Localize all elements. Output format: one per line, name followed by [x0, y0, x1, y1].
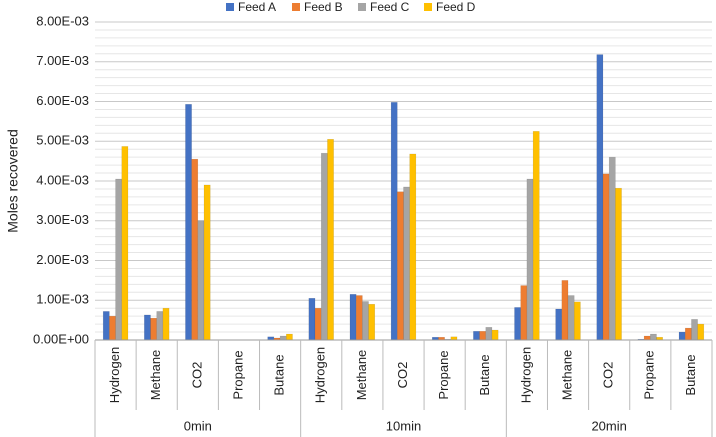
x-tick-label: Butane [272, 354, 287, 395]
bar [561, 280, 569, 341]
bar [514, 307, 521, 341]
bar [390, 102, 398, 341]
bar [203, 184, 211, 341]
bar [156, 311, 164, 341]
y-tick-label: 1.00E-03 [36, 292, 89, 307]
group-label: 0min [184, 418, 212, 433]
bar [684, 327, 692, 341]
bar [479, 331, 487, 341]
bar [279, 335, 287, 341]
x-tick-label: CO2 [395, 362, 410, 389]
bar [185, 104, 192, 341]
x-tick-label: Methane [559, 350, 574, 401]
y-axis-label: Moles recovered [5, 129, 21, 233]
x-tick-label: Propane [230, 350, 245, 399]
y-tick-label: 2.00E-03 [36, 252, 89, 267]
bar [520, 285, 528, 341]
bar [314, 307, 322, 341]
bar [191, 158, 199, 341]
y-tick-label: 6.00E-03 [36, 93, 89, 108]
bar [596, 54, 604, 341]
x-tick-label: CO2 [189, 362, 204, 389]
group-label: 10min [386, 418, 421, 433]
group-label: 20min [591, 418, 626, 433]
x-tick-label: Hydrogen [107, 347, 122, 403]
legend-swatch [226, 3, 234, 11]
bar [608, 156, 616, 341]
bar [349, 294, 357, 341]
bar [573, 301, 581, 341]
bar [615, 187, 622, 341]
y-tick-label: 5.00E-03 [36, 133, 89, 148]
bar [485, 327, 493, 341]
x-tick-label: CO2 [601, 362, 616, 389]
bar [403, 186, 410, 341]
bar [643, 335, 651, 341]
y-tick-label: 3.00E-03 [36, 212, 89, 227]
bar [567, 295, 575, 341]
y-tick-label: 0.00E+00 [33, 331, 89, 346]
legend-swatch [292, 3, 300, 11]
bar [397, 191, 404, 341]
x-tick-label: Methane [148, 350, 163, 401]
bar [102, 311, 110, 341]
x-tick-label: Butane [683, 354, 698, 395]
bar [532, 131, 540, 341]
x-tick-label: Methane [354, 350, 369, 401]
bar [691, 319, 698, 341]
bar [355, 295, 363, 341]
bar [368, 303, 376, 341]
y-tick-label: 7.00E-03 [36, 53, 89, 68]
bar [362, 301, 369, 341]
legend-label: Feed C [370, 0, 410, 14]
legend-swatch [424, 3, 432, 11]
bar [602, 173, 610, 341]
legend-label: Feed B [304, 0, 343, 14]
bar [650, 333, 657, 341]
x-tick-label: Hydrogen [313, 347, 328, 403]
x-tick-label: Butane [477, 354, 492, 395]
bar [678, 331, 686, 341]
y-tick-label: 4.00E-03 [36, 172, 89, 187]
bar [473, 331, 480, 341]
bar [121, 146, 129, 341]
bar [409, 153, 417, 341]
bar [150, 317, 157, 341]
bar [109, 315, 116, 341]
bar [144, 314, 151, 341]
x-tick-label: Hydrogen [518, 347, 533, 403]
bar [526, 178, 534, 341]
bar [286, 333, 293, 341]
x-tick-label: Propane [642, 350, 657, 399]
bar [115, 178, 123, 341]
bar [320, 152, 328, 341]
legend-swatch [358, 3, 366, 11]
bar [491, 329, 499, 341]
bar [197, 220, 205, 341]
bar [555, 308, 563, 341]
bar [327, 139, 334, 341]
y-tick-label: 8.00E-03 [36, 13, 89, 28]
legend-label: Feed D [436, 0, 476, 14]
legend-label: Feed A [238, 0, 276, 14]
x-tick-label: Propane [436, 350, 451, 399]
bar [308, 298, 316, 341]
bar [162, 307, 170, 341]
bar [697, 323, 705, 341]
